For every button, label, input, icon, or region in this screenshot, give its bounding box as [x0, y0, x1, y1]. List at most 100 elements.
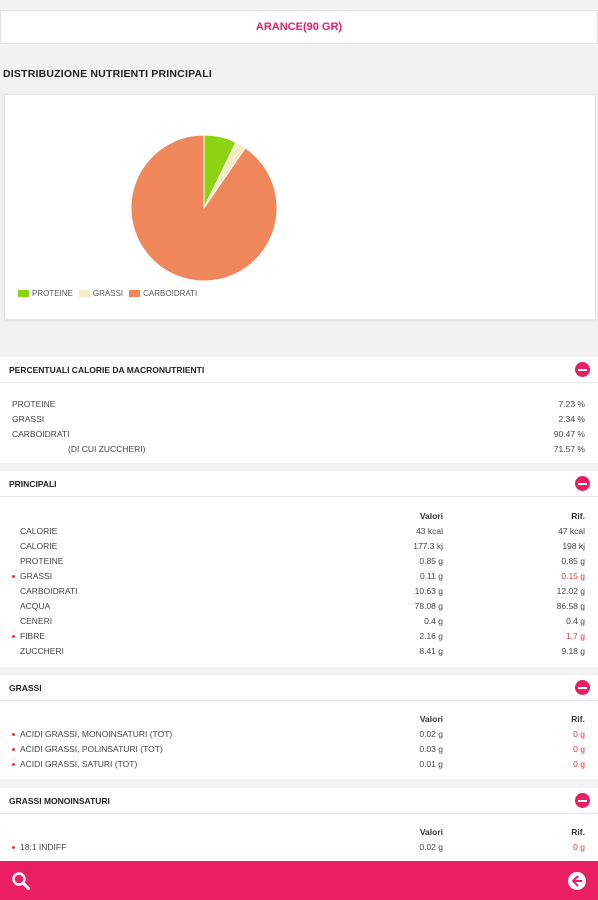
row-valore: 43 kcal — [416, 526, 443, 536]
food-title-bar: ARANCE(90 GR) — [0, 10, 598, 44]
section-header-grassi-mono[interactable]: GRASSI MONOINSATURI — [0, 788, 598, 814]
row-valore: 2.16 g — [419, 631, 443, 641]
row-name: 18:1 INDIFF — [20, 842, 67, 852]
section-title: PRINCIPALI — [9, 478, 57, 489]
chart-legend: PROTEINE GRASSI CARBOIDRATI — [18, 289, 203, 298]
row-rif: 198 kj — [562, 541, 585, 551]
pie-svg — [130, 134, 278, 282]
table-header: Valori Rif. — [0, 712, 598, 727]
row-name: ZUCCHERI — [20, 646, 64, 656]
distribution-title: DISTRIBUZIONE NUTRIENTI PRINCIPALI — [3, 68, 213, 80]
section-header-percentuali[interactable]: PERCENTUALI CALORIE DA MACRONUTRIENTI — [0, 357, 598, 383]
row-rif: 47 kcal — [558, 526, 585, 536]
row-valore: 0.4 g — [424, 616, 443, 626]
table-row: CALORIE 43 kcal 47 kcal — [0, 524, 598, 539]
table-row: 18:1 INDIFF 0.02 g 0 g — [0, 840, 598, 855]
row-valore: 78.08 g — [414, 601, 443, 611]
nutrient-pie-chart: PROTEINE GRASSI CARBOIDRATI — [4, 94, 596, 320]
warning-dot-icon — [12, 575, 15, 578]
col-rif: Rif. — [571, 827, 585, 837]
row-name: PROTEINE — [12, 399, 56, 409]
row-valore: 0.85 g — [419, 556, 443, 566]
section-percentuali: PERCENTUALI CALORIE DA MACRONUTRIENTI PR… — [0, 357, 598, 463]
section-header-grassi[interactable]: GRASSI — [0, 675, 598, 701]
warning-dot-icon — [12, 763, 15, 766]
row-valore: 0.11 g — [419, 571, 443, 581]
section-title: PERCENTUALI CALORIE DA MACRONUTRIENTI — [9, 364, 205, 375]
legend-label-proteine: PROTEINE — [32, 289, 73, 298]
row-rif: 0 g — [573, 759, 585, 769]
legend-swatch-grassi — [78, 290, 90, 297]
row-valore: 177.3 kj — [413, 541, 443, 551]
warning-dot-icon — [12, 748, 15, 751]
section-principali: PRINCIPALI Valori Rif. CALORIE 43 kcal 4… — [0, 471, 598, 667]
row-name: ACQUA — [20, 601, 51, 611]
bottom-toolbar — [0, 861, 598, 900]
row-rif: 0 g — [573, 744, 585, 754]
row-rif: 9.18 g — [561, 646, 585, 656]
warning-dot-icon — [12, 733, 15, 736]
row-rif: 0 g — [573, 729, 585, 739]
table-row: GRASSI 0.11 g 0.15 g — [0, 569, 598, 584]
row-rif: 0.15 g — [561, 571, 585, 581]
row-name: FIBRE — [20, 631, 46, 641]
collapse-minus-icon[interactable] — [575, 476, 590, 491]
table-row: FIBRE 2.16 g 1.7 g — [0, 629, 598, 644]
section-title: GRASSI MONOINSATURI — [9, 795, 110, 806]
row-value: 90.47 % — [553, 429, 585, 439]
row-name: CARBOIDRATI — [20, 586, 78, 596]
list-item: PROTEINE 7.23 % — [0, 397, 598, 412]
legend-swatch-carboidrati — [129, 290, 141, 297]
warning-dot-icon — [12, 635, 15, 638]
section-grassi-monoinsaturi: GRASSI MONOINSATURI Valori Rif. 18:1 IND… — [0, 788, 598, 861]
legend-item-carboidrati: CARBOIDRATI — [129, 289, 197, 298]
row-value: 71.57 % — [553, 444, 585, 454]
collapse-minus-icon[interactable] — [575, 793, 590, 808]
row-valore: 0.02 g — [419, 729, 443, 739]
row-name: ACIDI GRASSI, SATURI (TOT) — [20, 759, 138, 769]
section-title: GRASSI — [9, 682, 42, 693]
row-rif: 1.7 g — [566, 631, 585, 641]
legend-item-grassi: GRASSI — [78, 289, 124, 298]
table-row: CARBOIDRATI 10.63 g 12.02 g — [0, 584, 598, 599]
table-row: CENERI 0.4 g 0.4 g — [0, 614, 598, 629]
row-name: ACIDI GRASSI, POLINSATURI (TOT) — [20, 744, 163, 754]
legend-label-carboidrati: CARBOIDRATI — [143, 289, 198, 298]
legend-label-grassi: GRASSI — [92, 289, 124, 298]
col-valori: Valori — [419, 511, 443, 521]
row-value: 7.23 % — [558, 399, 585, 409]
section-header-principali[interactable]: PRINCIPALI — [0, 471, 598, 497]
row-valore: 10.63 g — [414, 586, 443, 596]
food-title: ARANCE(90 GR) — [255, 21, 343, 33]
col-rif: Rif. — [571, 714, 585, 724]
row-rif: 0.4 g — [566, 616, 585, 626]
row-rif: 0 g — [573, 842, 585, 852]
table-row: ZUCCHERI 8.41 g 9.18 g — [0, 644, 598, 659]
collapse-minus-icon[interactable] — [575, 680, 590, 695]
row-name: CALORIE — [20, 541, 58, 551]
col-valori: Valori — [419, 714, 443, 724]
row-valore: 0.01 g — [419, 759, 443, 769]
list-item: GRASSI 2.34 % — [0, 412, 598, 427]
table-row: CALORIE 177.3 kj 198 kj — [0, 539, 598, 554]
row-name: GRASSI — [20, 571, 53, 581]
list-item: (DI CUI ZUCCHERI) 71.57 % — [0, 442, 598, 457]
warning-dot-icon — [12, 846, 15, 849]
row-name: PROTEINE — [20, 556, 64, 566]
row-name: ACIDI GRASSI, MONOINSATURI (TOT) — [20, 729, 173, 739]
back-arrow-icon[interactable] — [567, 871, 587, 891]
col-rif: Rif. — [571, 511, 585, 521]
legend-swatch-proteine — [18, 290, 29, 297]
pie-slice-carboidrati — [130, 134, 278, 282]
row-valore: 0.02 g — [419, 842, 443, 852]
legend-item-proteine: PROTEINE — [18, 289, 73, 298]
list-item: CARBOIDRATI 90.47 % — [0, 427, 598, 442]
row-rif: 0.85 g — [561, 556, 585, 566]
row-name: GRASSI — [12, 414, 45, 424]
col-valori: Valori — [419, 827, 443, 837]
search-icon[interactable] — [10, 870, 32, 892]
table-header: Valori Rif. — [0, 509, 598, 524]
row-value: 2.34 % — [558, 414, 585, 424]
collapse-minus-icon[interactable] — [575, 362, 590, 377]
table-row: PROTEINE 0.85 g 0.85 g — [0, 554, 598, 569]
